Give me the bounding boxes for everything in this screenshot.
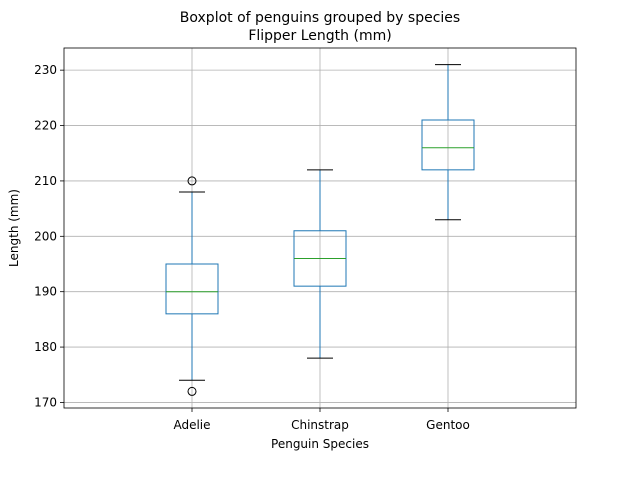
x-tick-label: Gentoo — [426, 418, 470, 432]
y-tick-label: 230 — [34, 63, 57, 77]
iqr-box — [165, 263, 219, 315]
y-tick-label: 180 — [34, 340, 57, 354]
iqr-box — [421, 119, 475, 171]
y-tick-label: 220 — [34, 119, 57, 133]
box-layer — [165, 64, 475, 396]
chart-subtitle: Flipper Length (mm) — [248, 28, 391, 44]
tick-layer: 170 180 190 200 210 220 230 Adelie Chinstrap Gent… — [34, 63, 470, 432]
outlier-point — [187, 386, 197, 396]
box-group-gentoo — [421, 64, 475, 221]
y-tick-label: 190 — [34, 285, 57, 299]
box-group-adelie — [165, 176, 219, 396]
chart-title: Boxplot of penguins grouped by species — [180, 10, 460, 26]
y-tick-label: 200 — [34, 229, 57, 243]
x-tick-label: Adelie — [173, 418, 210, 432]
y-tick-label: 210 — [34, 174, 57, 188]
x-tick-label: Chinstrap — [291, 418, 349, 432]
y-axis-label: Length (mm) — [7, 189, 21, 267]
box-group-chinstrap — [293, 169, 347, 359]
x-axis-label: Penguin Species — [271, 437, 369, 451]
plot-frame — [63, 47, 577, 409]
y-tick-label: 170 — [34, 395, 57, 409]
outlier-point — [187, 176, 197, 186]
